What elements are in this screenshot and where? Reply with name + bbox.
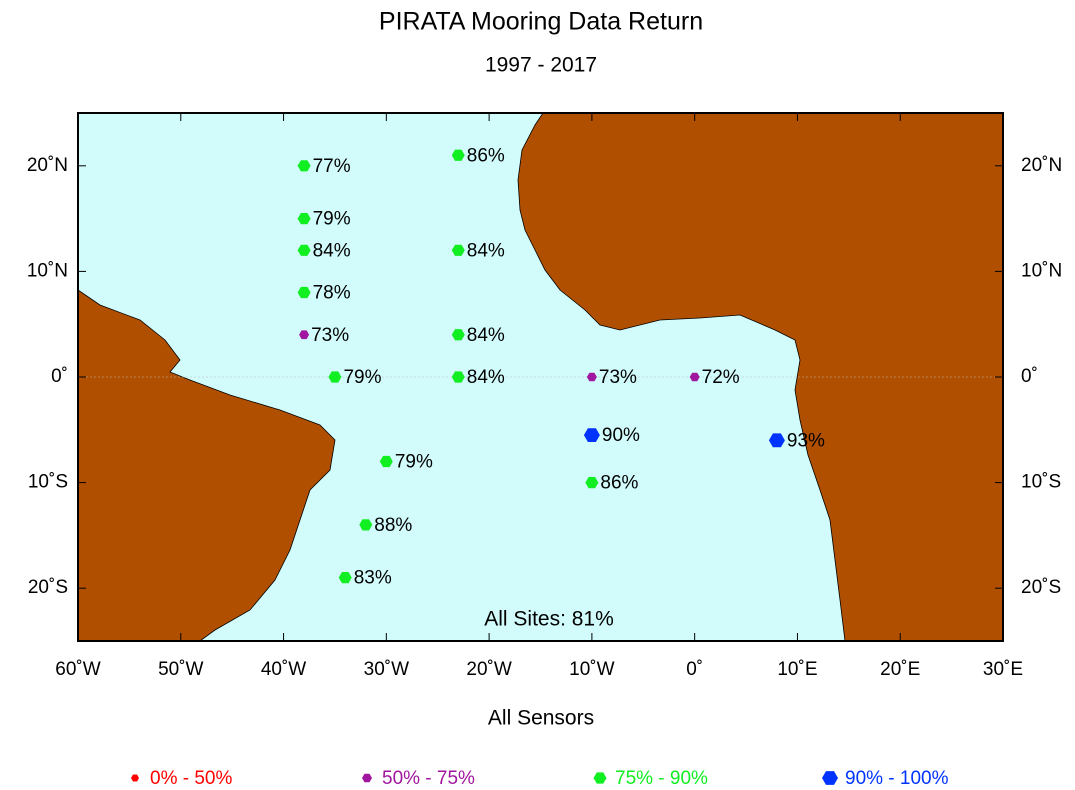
x-tick-label: 20˚W bbox=[466, 659, 511, 680]
legend-marker bbox=[822, 771, 838, 785]
y-tick-label: 10˚N bbox=[27, 260, 68, 281]
y-tick-label: 0˚ bbox=[1021, 366, 1038, 387]
data-label: 86% bbox=[600, 473, 638, 494]
site-marker bbox=[585, 477, 599, 489]
x-tick-label: 30˚E bbox=[983, 659, 1023, 680]
data-label: 79% bbox=[313, 209, 351, 230]
data-label: 84% bbox=[467, 367, 505, 388]
site-marker bbox=[379, 455, 393, 468]
site-marker bbox=[586, 372, 597, 382]
y-tick-label: 10˚S bbox=[28, 472, 68, 493]
annotation: All Sites: 81% bbox=[484, 608, 614, 631]
site-marker bbox=[299, 330, 310, 340]
site-marker bbox=[451, 149, 465, 161]
land bbox=[78, 113, 1003, 641]
site-marker bbox=[297, 244, 311, 256]
x-tick-label: 10˚W bbox=[569, 659, 614, 680]
data-label: 73% bbox=[599, 367, 637, 388]
site-marker bbox=[297, 286, 311, 299]
data-label: 84% bbox=[467, 240, 505, 261]
y-tick-label: 20˚S bbox=[1021, 577, 1061, 598]
data-label: 93% bbox=[787, 430, 825, 451]
site-marker bbox=[328, 371, 342, 383]
data-label: 84% bbox=[313, 240, 351, 261]
site-marker bbox=[297, 160, 311, 172]
chart-title: PIRATA Mooring Data Return bbox=[379, 8, 703, 36]
x-tick-label: 40˚W bbox=[261, 659, 306, 680]
y-tick-label: 10˚S bbox=[1021, 472, 1061, 493]
south-america bbox=[78, 289, 336, 641]
data-label: 84% bbox=[467, 325, 505, 346]
legend-label: 50% - 75% bbox=[382, 768, 475, 789]
legend-marker bbox=[131, 774, 139, 782]
site-marker bbox=[451, 371, 465, 383]
site-marker bbox=[338, 572, 352, 584]
data-label: 88% bbox=[374, 515, 412, 536]
data-label: 77% bbox=[313, 156, 351, 177]
y-tick-label: 0˚ bbox=[51, 366, 68, 387]
data-label: 86% bbox=[467, 145, 505, 166]
x-tick-label: 50˚W bbox=[158, 659, 203, 680]
legend-label: 0% - 50% bbox=[150, 768, 232, 789]
x-axis-label: All Sensors bbox=[488, 707, 594, 730]
x-tick-label: 0˚ bbox=[686, 659, 703, 680]
site-marker bbox=[297, 213, 311, 225]
legend-marker bbox=[362, 773, 372, 783]
x-tick-label: 60˚W bbox=[55, 659, 100, 680]
data-label: 83% bbox=[354, 568, 392, 589]
y-tick-label: 20˚N bbox=[1021, 155, 1062, 176]
site-marker bbox=[583, 428, 600, 442]
y-tick-label: 10˚N bbox=[1021, 260, 1062, 281]
y-tick-label: 20˚N bbox=[27, 155, 68, 176]
site-marker bbox=[451, 329, 465, 341]
data-label: 90% bbox=[602, 425, 640, 446]
x-tick-label: 30˚W bbox=[364, 659, 409, 680]
data-label: 73% bbox=[311, 325, 349, 346]
site-marker bbox=[359, 519, 373, 531]
chart-subtitle: 1997 - 2017 bbox=[485, 54, 597, 77]
legend-label: 90% - 100% bbox=[845, 768, 949, 789]
y-tick-label: 20˚S bbox=[28, 577, 68, 598]
site-marker bbox=[689, 372, 700, 382]
x-tick-label: 20˚E bbox=[880, 659, 920, 680]
x-tick-label: 10˚E bbox=[777, 659, 817, 680]
data-label: 79% bbox=[343, 367, 381, 388]
africa bbox=[517, 113, 1003, 641]
site-marker bbox=[451, 244, 465, 256]
data-label: 79% bbox=[395, 451, 433, 472]
site-marker bbox=[768, 433, 785, 448]
data-label: 72% bbox=[702, 367, 740, 388]
legend-label: 75% - 90% bbox=[615, 768, 708, 789]
data-label: 78% bbox=[313, 283, 351, 304]
legend-marker bbox=[593, 772, 607, 784]
